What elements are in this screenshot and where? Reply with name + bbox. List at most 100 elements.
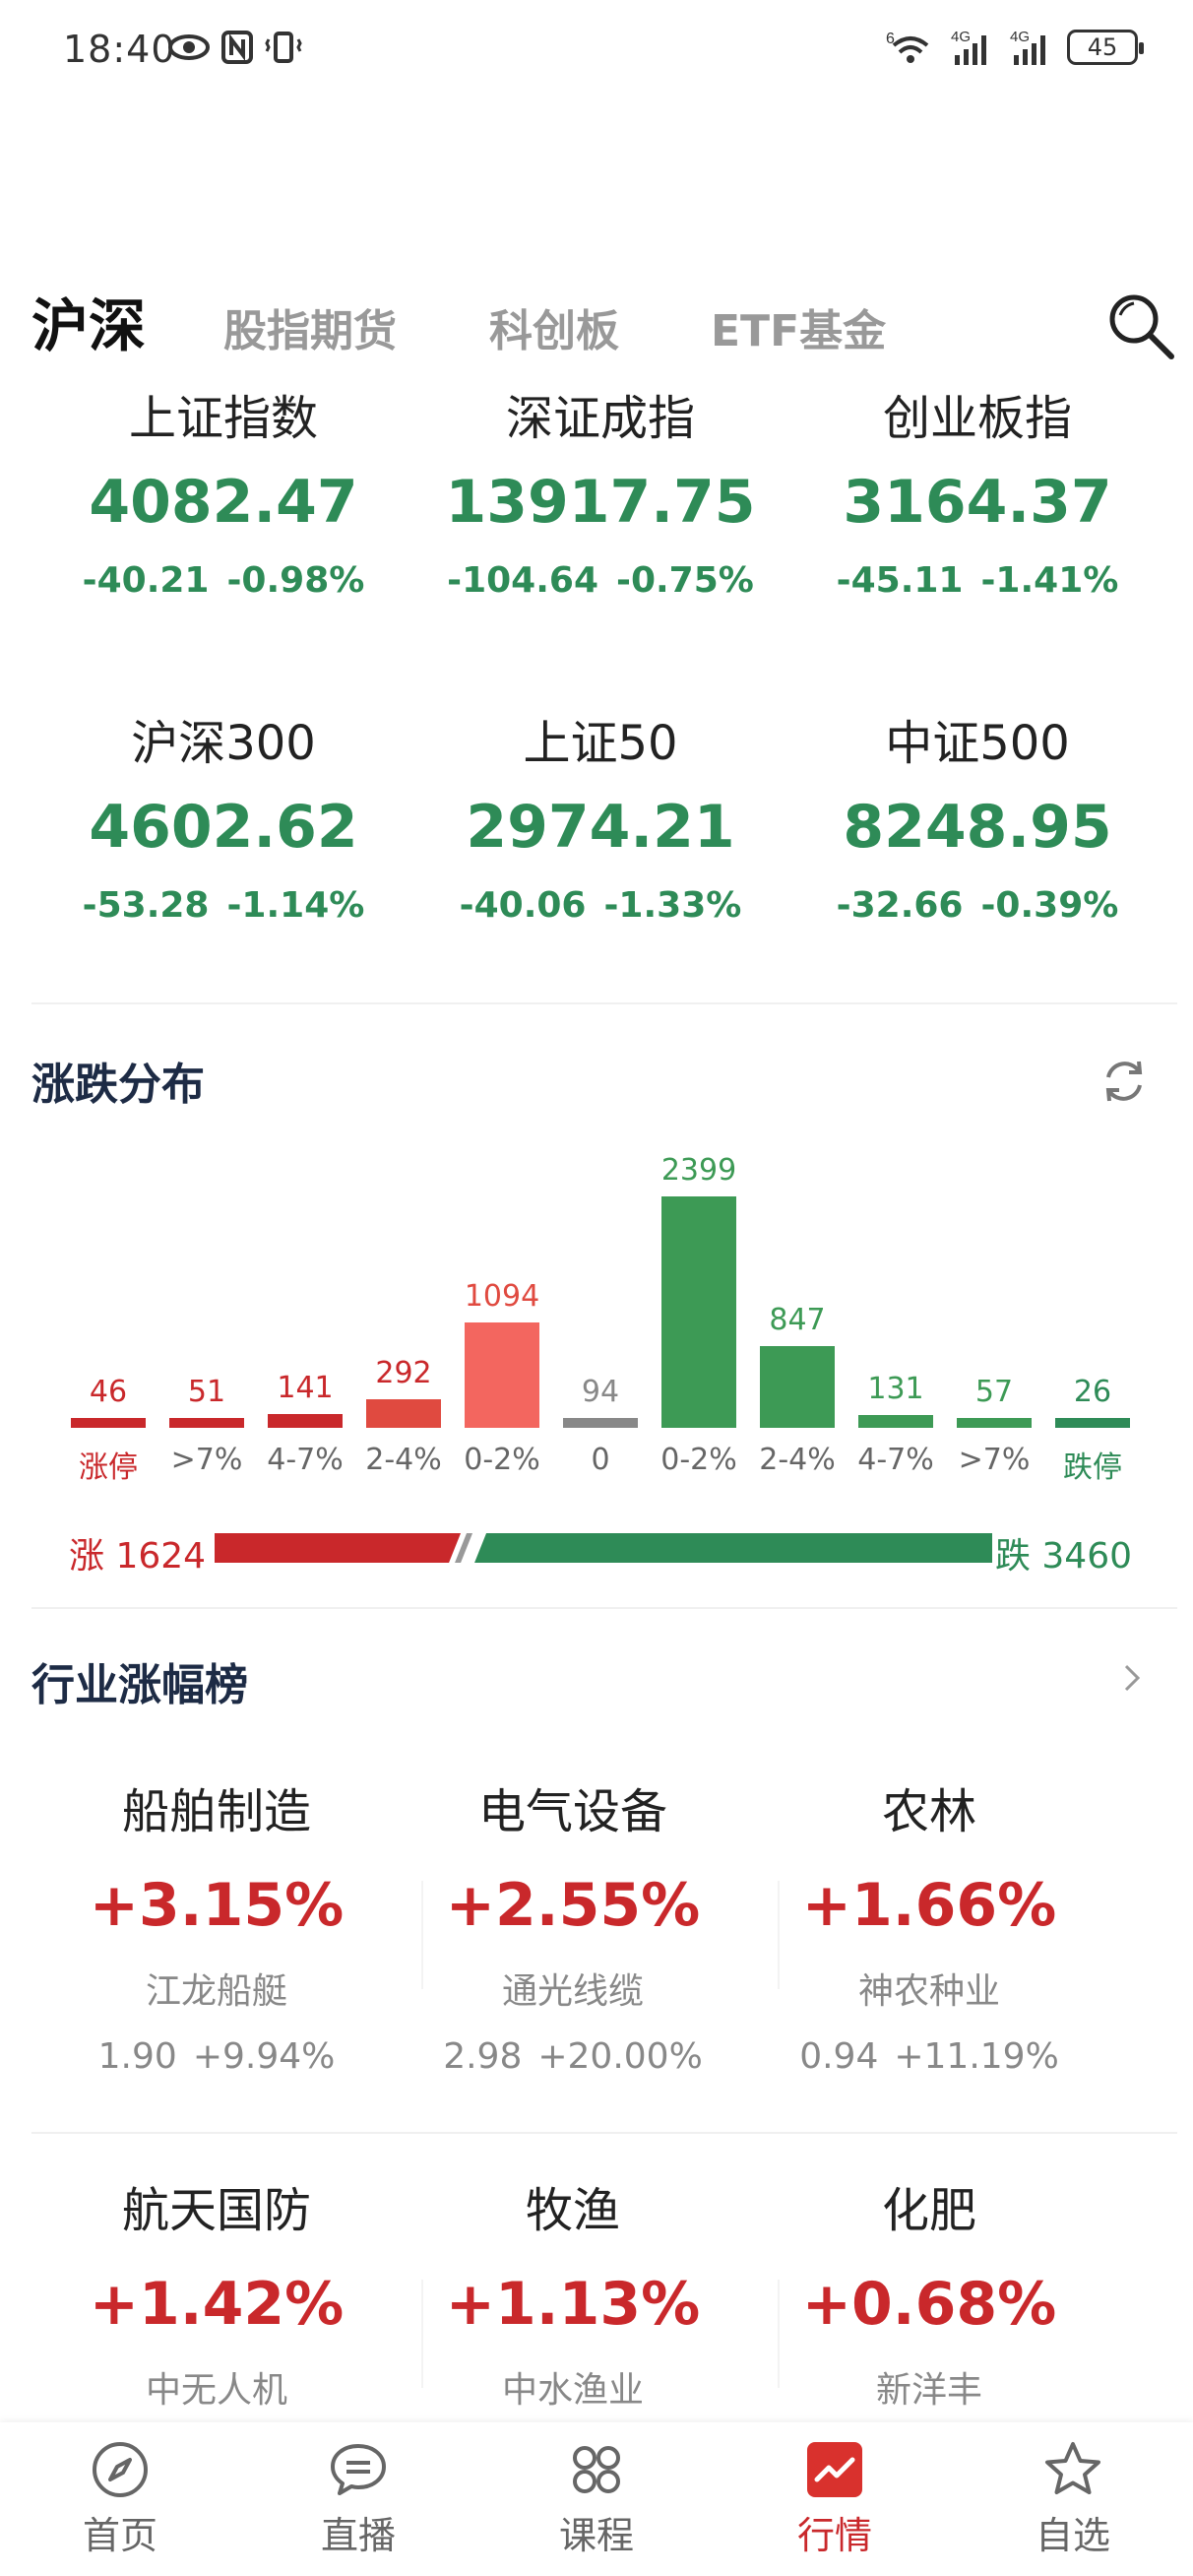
distribution-category-label: 2-4% [759,1443,836,1477]
nfc-icon [221,31,253,64]
industry-row: 船舶制造 +3.15% 江龙船艇 1.90 +9.94% 电气设备 +2.55% … [31,1772,1144,2107]
chat-icon [331,2444,386,2495]
up-down-ratio: 涨 1624 跌 3460 [69,1521,1142,1580]
ratio-down-segment [474,1533,992,1563]
industry-card[interactable]: 农林 +1.66% 神农种业 0.94 +11.19% [744,1772,1114,2090]
battery-indicator: 45 [1067,30,1144,65]
column-separator [421,2280,423,2388]
index-card[interactable]: 上证指数 4082.47 -40.21 -0.98% [31,384,415,611]
index-change: -32.66 -0.39% [836,885,1119,926]
index-change: -45.11 -1.41% [836,560,1119,601]
index-name: 上证50 [523,716,678,771]
index-change: -104.64 -0.75% [447,560,754,601]
distribution-bar [957,1418,1032,1428]
leading-stock: 中水渔业 [501,2370,644,2411]
distribution-bar-value: 2399 [660,1153,737,1188]
distribution-bar [563,1418,638,1428]
column-separator [778,2280,780,2388]
column-separator [421,1881,423,1989]
distribution-bar [366,1399,441,1428]
index-value: 4082.47 [89,468,358,537]
industry-pct: +3.15% [89,1871,345,1940]
vibrate-icon [265,32,302,63]
industry-name: 船舶制造 [121,1784,311,1839]
section-divider [31,2132,1177,2134]
distribution-category-label: 4-7% [267,1443,344,1477]
column-separator [778,1881,780,1989]
leading-stock: 新洋丰 [875,2370,982,2411]
eye-icon [168,34,210,60]
market-tabs: 沪深 股指期货 科创板 ETF基金 [31,266,1193,374]
index-value: 3164.37 [843,468,1112,537]
distribution-bar [169,1418,244,1428]
index-name: 中证500 [885,716,1070,771]
industry-pct: +2.55% [445,1871,701,1940]
industry-name: 牧渔 [525,2183,620,2238]
search-icon[interactable] [1104,290,1177,362]
distribution-title: 涨跌分布 [31,1060,205,1110]
ratio-separator [455,1533,473,1563]
signal-icon-2: 4G [1010,29,1045,65]
distribution-bar-value: 1094 [464,1278,540,1314]
leading-stock: 通光线缆 [501,1971,644,2012]
leading-stock-quote: 2.98 +20.00% [443,2036,703,2077]
tab-hushen[interactable]: 沪深 [31,292,147,359]
nav-market[interactable]: 行情 [756,2438,913,2559]
leading-stock: 神农种业 [857,1971,1000,2012]
nav-live[interactable]: 直播 [280,2438,437,2559]
compass-icon [93,2442,148,2497]
distribution-bar-value: 26 [1073,1375,1112,1409]
wifi-icon: 6 [886,31,929,63]
index-card[interactable]: 创业板指 3164.37 -45.11 -1.41% [785,384,1169,611]
industry-pct: +0.68% [801,2270,1057,2339]
index-name: 深证成指 [505,391,695,446]
index-card[interactable]: 深证成指 13917.75 -104.64 -0.75% [408,384,792,611]
index-card[interactable]: 中证500 8248.95 -32.66 -0.39% [785,709,1169,935]
chevron-right-icon[interactable] [1114,1660,1150,1696]
up-count-label: 涨 1624 [69,1536,207,1577]
distribution-bar-value: 51 [187,1375,226,1409]
industry-name: 化肥 [881,2183,976,2238]
leading-stock: 江龙船艇 [145,1971,287,2012]
index-change: -53.28 -1.14% [82,885,365,926]
industry-pct: +1.42% [89,2270,345,2339]
index-card[interactable]: 沪深300 4602.62 -53.28 -1.14% [31,709,415,935]
status-bar: 18:40 6 4G 4G 45 [0,0,1193,98]
distribution-bar-value: 57 [974,1375,1014,1409]
industry-card[interactable]: 化肥 +0.68% 新洋丰 [744,2171,1114,2423]
leading-stock-quote: 1.90 +9.94% [97,2036,336,2077]
bottom-nav: 首页 直播 课程 行情 自选 [0,2422,1193,2576]
industry-card[interactable]: 航天国防 +1.42% 中无人机 [31,2171,402,2423]
distribution-bar-value: 131 [867,1372,924,1407]
tab-etf[interactable]: ETF基金 [711,306,887,356]
industry-card[interactable]: 船舶制造 +3.15% 江龙船艇 1.90 +9.94% [31,1772,402,2090]
distribution-category-label: 0-2% [660,1443,737,1477]
tab-index-futures[interactable]: 股指期货 [223,306,397,356]
index-change: -40.21 -0.98% [82,560,365,601]
distribution-bar [760,1346,835,1428]
leading-stock-quote: 0.94 +11.19% [799,2036,1059,2077]
industry-title: 行业涨幅榜 [31,1660,248,1710]
down-count-label: 跌 3460 [994,1536,1132,1577]
industry-card[interactable]: 牧渔 +1.13% 中水渔业 [388,2171,758,2423]
industry-card[interactable]: 电气设备 +2.55% 通光线缆 2.98 +20.00% [388,1772,758,2090]
index-card[interactable]: 上证50 2974.21 -40.06 -1.33% [408,709,792,935]
nav-courses[interactable]: 课程 [518,2438,675,2559]
index-name: 上证指数 [128,391,318,446]
distribution-bar [71,1418,146,1428]
distribution-bar-value: 46 [89,1375,128,1409]
index-value: 2974.21 [466,793,735,862]
signal-icon-1: 4G [951,29,986,65]
tab-star-market[interactable]: 科创板 [489,306,619,356]
refresh-icon[interactable] [1097,1054,1152,1109]
industry-name: 电气设备 [477,1784,667,1839]
distribution-bar [661,1196,736,1428]
svg-text:6: 6 [886,31,895,47]
nav-watchlist[interactable]: 自选 [994,2438,1152,2559]
grid-icon [573,2446,620,2493]
distribution-category-label: 跌停 [1063,1450,1122,1485]
section-divider [31,1607,1177,1609]
nav-home[interactable]: 首页 [41,2438,199,2559]
distribution-bar-value: 292 [375,1356,432,1391]
industry-pct: +1.66% [801,1871,1057,1940]
